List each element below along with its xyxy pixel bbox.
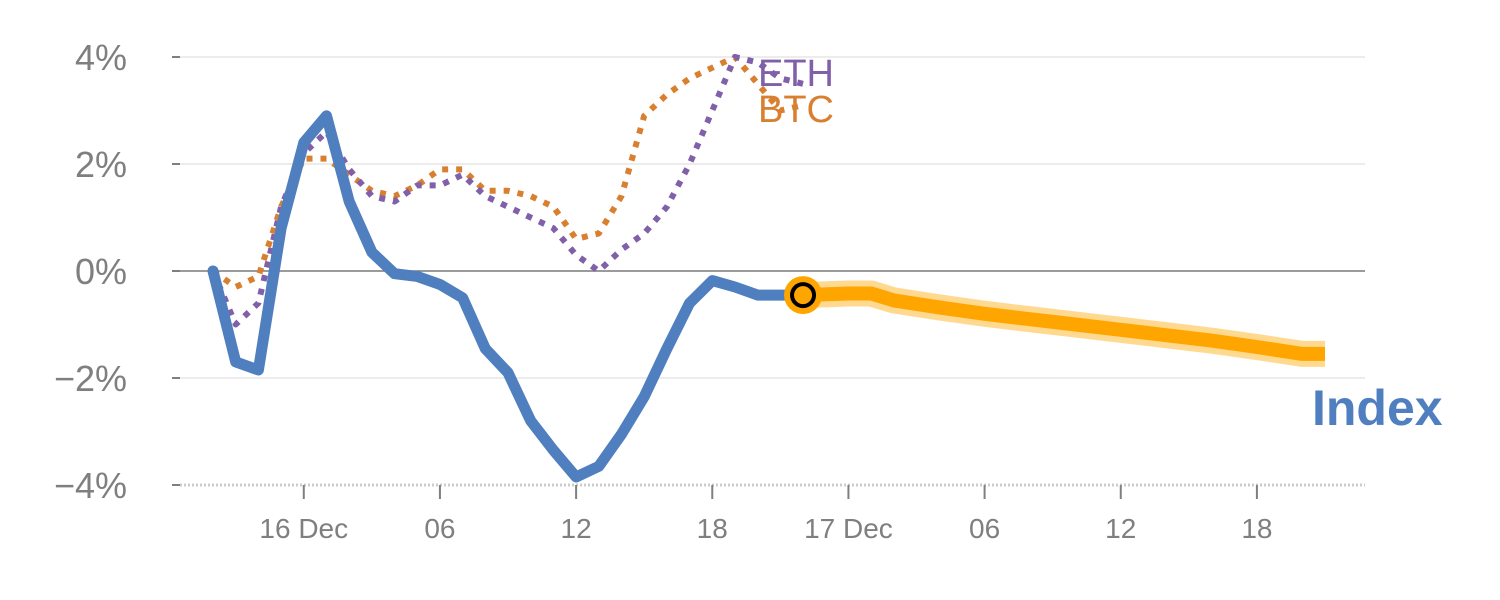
y-tick-label: 2% (75, 144, 127, 185)
btc-line (211, 54, 804, 290)
x-tick-label: 12 (1105, 513, 1136, 544)
y-tick-label: −2% (54, 358, 127, 399)
index-label: Index (1312, 380, 1443, 436)
x-tick-label: 06 (424, 513, 455, 544)
x-tick-label: 18 (697, 513, 728, 544)
y-tick-label: 0% (75, 251, 127, 292)
index-line (207, 110, 809, 483)
x-tick-label: 16 Dec (259, 513, 348, 544)
current-point-marker-outer (784, 276, 823, 315)
current-point-marker-inner (790, 282, 817, 309)
y-tick-label: −4% (54, 465, 127, 506)
x-tick-label: 12 (561, 513, 592, 544)
y-tick-label: 4% (75, 37, 127, 78)
btc-label: BTC (758, 89, 834, 131)
eth-line (210, 54, 804, 328)
x-tick-label: 06 (969, 513, 1000, 544)
series (207, 54, 1325, 483)
x-tick-label: 18 (1241, 513, 1272, 544)
axes: 4% 2% 0% −2% −4% 16 Dec 06 12 18 17 Dec 06 12 18 (54, 37, 1273, 544)
forecast-band-line (802, 286, 1325, 361)
grid (180, 56, 1365, 487)
x-tick-label: 17 Dec (804, 513, 893, 544)
eth-label: ETH (758, 53, 834, 95)
